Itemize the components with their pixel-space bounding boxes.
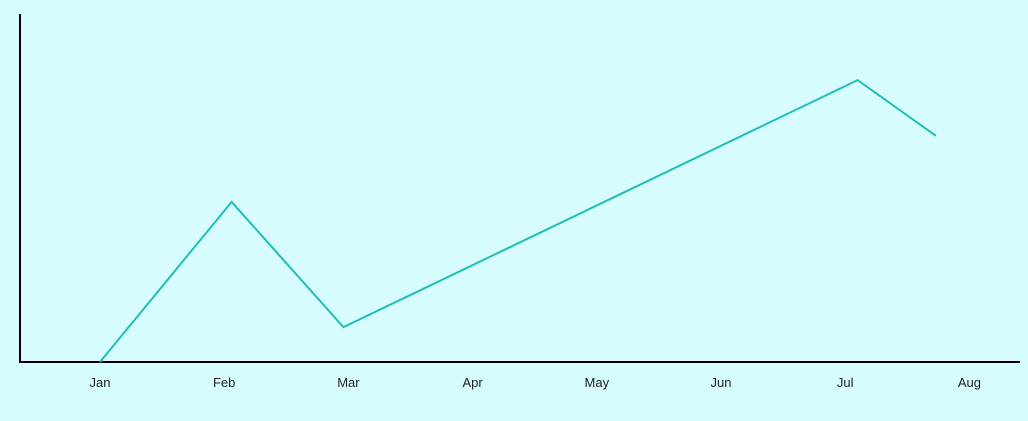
x-tick-labels: Jan Feb Mar Apr May Jun Jul Aug [90, 375, 981, 390]
x-tick-label: Jun [711, 375, 732, 390]
x-tick-label: Mar [337, 375, 360, 390]
x-tick-label: Feb [213, 375, 235, 390]
x-tick-label: Apr [462, 375, 483, 390]
series-layer [99, 78, 937, 363]
x-tick-label: May [585, 375, 610, 390]
series-line [99, 78, 937, 363]
x-tick-label: Jan [90, 375, 111, 390]
x-tick-label: Aug [958, 375, 981, 390]
axes [19, 14, 1020, 363]
x-tick-label: Jul [837, 375, 854, 390]
